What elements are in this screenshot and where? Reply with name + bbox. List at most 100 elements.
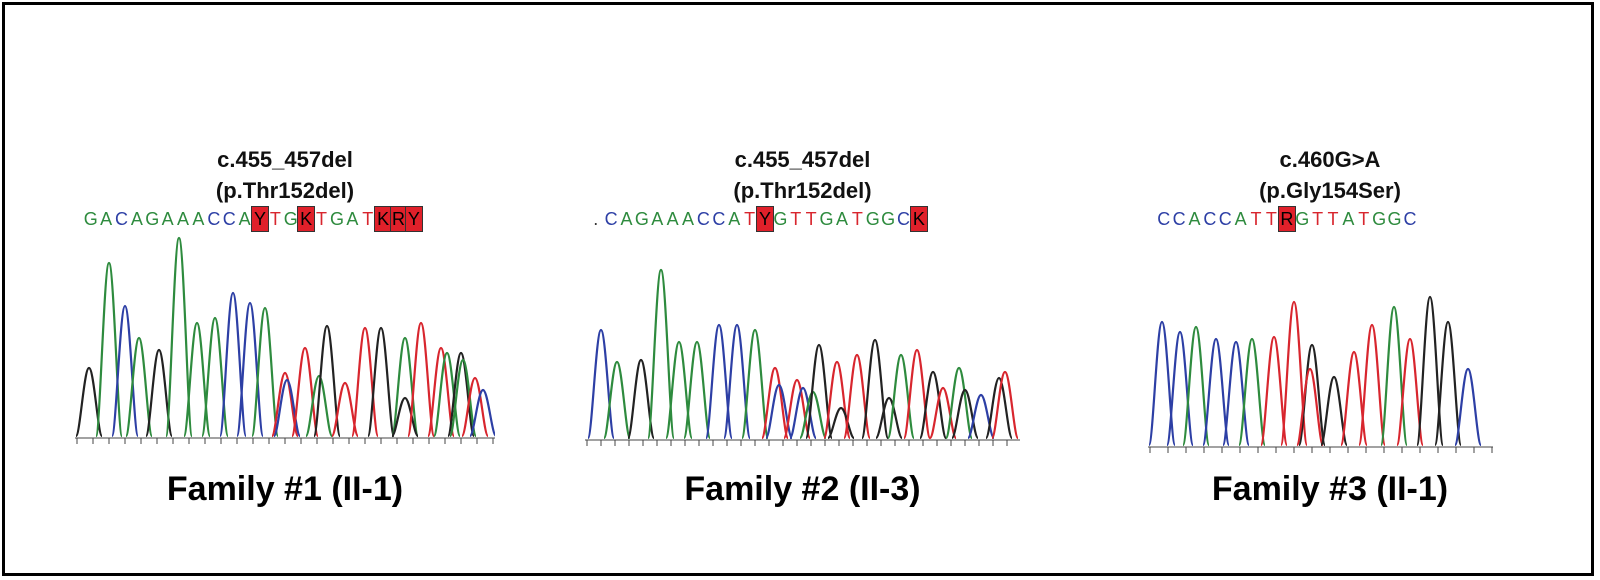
base-call: T [362,209,374,229]
base-call: A [620,209,633,229]
mutation-cdna-label: c.455_457del [734,147,871,172]
trace-peak [950,388,980,440]
base-call: A [728,209,741,229]
trace-peak [366,326,396,438]
trace-peak [860,338,890,440]
base-call: Y [405,206,423,232]
trace-peak [704,323,734,440]
base-call: A [651,209,664,229]
trace-peak [1297,343,1327,447]
trace-peak [200,316,230,438]
trace-peak [886,353,916,440]
trace-peak [902,348,932,440]
base-call: C [222,209,236,229]
trace-peak [990,370,1020,440]
base-call: A [130,209,143,229]
base-call: A [238,209,251,229]
base-call: A [100,209,113,229]
trace-peak [432,351,462,438]
base-call: G [634,209,649,229]
base-call: C [207,209,221,229]
trace-peak [1295,367,1325,447]
base-call: G [1295,209,1310,229]
base-call: C [114,209,128,229]
base-call: C [1218,209,1232,229]
trace-peak [826,406,856,440]
base-call: G [329,209,344,229]
trace-peak [426,346,456,438]
base-call: K [910,206,928,232]
trace-peak [304,374,334,438]
trace-peak [788,386,818,440]
base-call: C [604,209,618,229]
trace-peak [586,328,616,440]
base-call: T [790,209,802,229]
base-call: A [161,209,174,229]
trace-peak [250,306,280,438]
trace-peak [966,393,996,440]
trace-peak [110,304,140,438]
base-call: A [1188,209,1201,229]
base-call: A [666,209,679,229]
trace-peak [350,326,380,438]
mutation-protein-label: (p.Gly154Ser) [1259,178,1401,203]
trace-peak [874,396,904,440]
trace-peak [1221,340,1251,447]
chromatogram-trace [1148,295,1493,453]
base-call: . [593,209,599,229]
trace-peak [842,353,872,440]
base-call: Y [251,206,269,232]
base-call-sequence: . C A G A A A C C A T Y G T T G A T GG C K [588,206,928,232]
chromatogram-trace [75,236,495,444]
family-label: Family #1 (II-1) [166,470,404,508]
base-call: C [1157,209,1171,229]
base-call: A [682,209,695,229]
base-call: G [773,209,788,229]
trace-peak [448,358,478,438]
trace-peak [390,336,420,438]
base-call: K [374,206,392,232]
trace-peak [740,328,770,440]
trace-peak [1433,320,1463,447]
trace-peak [782,378,812,440]
trace-peak [446,351,476,438]
trace-peak [460,376,490,438]
trace-peak [272,378,302,438]
trace-peak [984,376,1014,440]
base-call: A [346,209,359,229]
base-call: A [192,209,205,229]
base-call: R [1278,206,1296,232]
base-call: K [297,206,315,232]
base-call: C [897,209,910,229]
trace-peak [928,386,958,440]
family-label: Family #2 (II-3) [684,470,921,508]
base-call: A [177,209,190,229]
base-call: Y [756,206,774,232]
chromatogram-trace [585,268,1020,446]
base-call: T [805,209,817,229]
trace-peak [760,366,790,440]
trace-peak [218,291,248,438]
trace-peak [1181,325,1211,447]
trace-peak [124,336,154,438]
base-call: T [1265,209,1277,229]
trace-peak [1357,323,1387,447]
trace-peak [1237,337,1267,447]
base-call: A [1342,209,1355,229]
base-call: G [819,209,834,229]
family-label: Family #3 (II-1) [1211,470,1449,508]
base-call: G [83,209,98,229]
base-call: G [881,209,896,229]
base-call: T [1250,209,1262,229]
mutation-cdna-label: c.455_457del [217,147,353,172]
trace-peak [944,366,974,440]
base-call: G [1387,209,1402,229]
trace-peak [1379,305,1409,447]
base-call: A [1234,209,1247,229]
base-call: T [1358,209,1370,229]
base-call: T [1312,209,1324,229]
trace-peak [1201,337,1231,447]
